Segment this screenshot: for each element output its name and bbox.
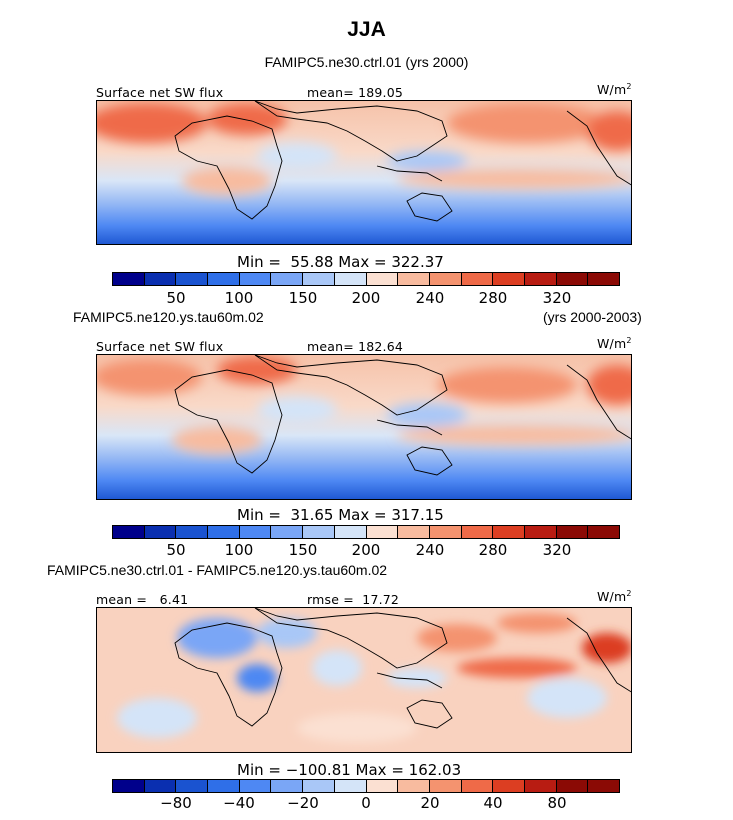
panel3-tick: −20 xyxy=(287,794,319,812)
panel2-tick: 50 xyxy=(166,541,186,559)
colorbar-swatch xyxy=(144,273,177,285)
colorbar-swatch xyxy=(176,273,209,285)
colorbar-swatch xyxy=(303,780,335,792)
panel3-tick: −40 xyxy=(223,794,255,812)
colorbar-swatch xyxy=(524,273,557,285)
colorbar-swatch xyxy=(429,780,462,792)
colorbar-swatch xyxy=(461,526,494,538)
panel2-tick: 150 xyxy=(288,541,318,559)
panel1-tick: 150 xyxy=(288,289,318,307)
colorbar-swatch xyxy=(588,780,619,792)
colorbar-swatch xyxy=(556,780,589,792)
panel1-tick: 240 xyxy=(415,289,445,307)
panel1-variable-label: Surface net SW flux xyxy=(96,85,224,100)
panel3-mean-label: mean = 6.41 xyxy=(96,592,189,607)
colorbar-swatch xyxy=(239,273,272,285)
colorbar-swatch xyxy=(176,526,209,538)
panel2-variable-label: Surface net SW flux xyxy=(96,339,224,354)
panel2-mean-label: mean= 182.64 xyxy=(307,339,404,354)
panel1-tick: 320 xyxy=(542,289,572,307)
colorbar-swatch xyxy=(303,526,335,538)
colorbar-swatch xyxy=(366,780,399,792)
colorbar-swatch xyxy=(176,780,209,792)
colorbar-swatch xyxy=(429,273,462,285)
colorbar-swatch xyxy=(144,526,177,538)
panel3-tick: −80 xyxy=(160,794,192,812)
colorbar-swatch xyxy=(334,780,367,792)
colorbar-swatch xyxy=(429,526,462,538)
colorbar-swatch xyxy=(556,526,589,538)
colorbar-swatch xyxy=(303,273,335,285)
colorbar-swatch xyxy=(461,780,494,792)
colorbar-swatch xyxy=(334,526,367,538)
colorbar-swatch xyxy=(461,273,494,285)
panel3-minmax: Min = −100.81 Max = 162.03 xyxy=(237,761,462,779)
colorbar-swatch xyxy=(208,780,240,792)
colorbar-swatch xyxy=(556,273,589,285)
colorbar-swatch xyxy=(493,780,525,792)
colorbar-swatch xyxy=(239,526,272,538)
panel1-colorbar xyxy=(112,272,620,286)
panel2-minmax: Min = 31.65 Max = 317.15 xyxy=(237,506,444,524)
colorbar-swatch xyxy=(588,273,619,285)
panel1-map xyxy=(96,100,632,245)
panel1-tick: 100 xyxy=(224,289,254,307)
colorbar-swatch xyxy=(366,273,399,285)
colorbar-swatch xyxy=(271,526,304,538)
panel2-tick: 100 xyxy=(224,541,254,559)
colorbar-swatch xyxy=(113,780,145,792)
colorbar-swatch xyxy=(493,273,525,285)
colorbar-swatch xyxy=(398,780,430,792)
colorbar-swatch xyxy=(493,526,525,538)
panel1-tick: 280 xyxy=(478,289,508,307)
colorbar-swatch xyxy=(239,780,272,792)
colorbar-swatch xyxy=(524,780,557,792)
colorbar-swatch xyxy=(144,780,177,792)
panel2-subtitle-right: (yrs 2000-2003) xyxy=(543,309,642,325)
panel2-tick: 280 xyxy=(478,541,508,559)
panel1-units: W/m2 xyxy=(597,82,632,98)
colorbar-swatch xyxy=(524,526,557,538)
panel3-map xyxy=(96,607,632,753)
colorbar-swatch xyxy=(208,273,240,285)
colorbar-swatch xyxy=(113,273,145,285)
panel2-units: W/m2 xyxy=(597,336,632,352)
panel3-tick: 0 xyxy=(361,794,371,812)
colorbar-swatch xyxy=(398,273,430,285)
figure-title: JJA xyxy=(347,18,386,41)
colorbar-swatch xyxy=(588,526,619,538)
panel1-mean-label: mean= 189.05 xyxy=(307,85,404,100)
panel3-subtitle: FAMIPC5.ne30.ctrl.01 - FAMIPC5.ne120.ys.… xyxy=(47,562,388,578)
colorbar-swatch xyxy=(113,526,145,538)
panel3-rmse-label: rmse = 17.72 xyxy=(307,592,400,607)
panel2-tick: 320 xyxy=(542,541,572,559)
panel2-heatmap xyxy=(97,355,631,499)
panel3-tick: 80 xyxy=(547,794,567,812)
colorbar-swatch xyxy=(208,526,240,538)
colorbar-swatch xyxy=(271,273,304,285)
panel1-tick: 200 xyxy=(351,289,381,307)
panel2-map xyxy=(96,354,632,500)
panel2-tick: 200 xyxy=(351,541,381,559)
colorbar-swatch xyxy=(271,780,304,792)
panel1-heatmap xyxy=(97,101,631,244)
panel3-colorbar xyxy=(112,779,620,793)
panel1-minmax: Min = 55.88 Max = 322.37 xyxy=(237,253,444,271)
panel2-tick: 240 xyxy=(415,541,445,559)
colorbar-swatch xyxy=(398,526,430,538)
panel2-colorbar xyxy=(112,525,620,539)
panel1-subtitle: FAMIPC5.ne30.ctrl.01 (yrs 2000) xyxy=(264,54,469,70)
panel3-units: W/m2 xyxy=(597,589,632,605)
panel3-tick: 20 xyxy=(420,794,440,812)
panel1-tick: 50 xyxy=(166,289,186,307)
panel3-tick: 40 xyxy=(483,794,503,812)
panel2-subtitle-left: FAMIPC5.ne120.ys.tau60m.02 xyxy=(73,309,264,325)
panel3-heatmap xyxy=(97,608,631,752)
colorbar-swatch xyxy=(334,273,367,285)
colorbar-swatch xyxy=(366,526,399,538)
